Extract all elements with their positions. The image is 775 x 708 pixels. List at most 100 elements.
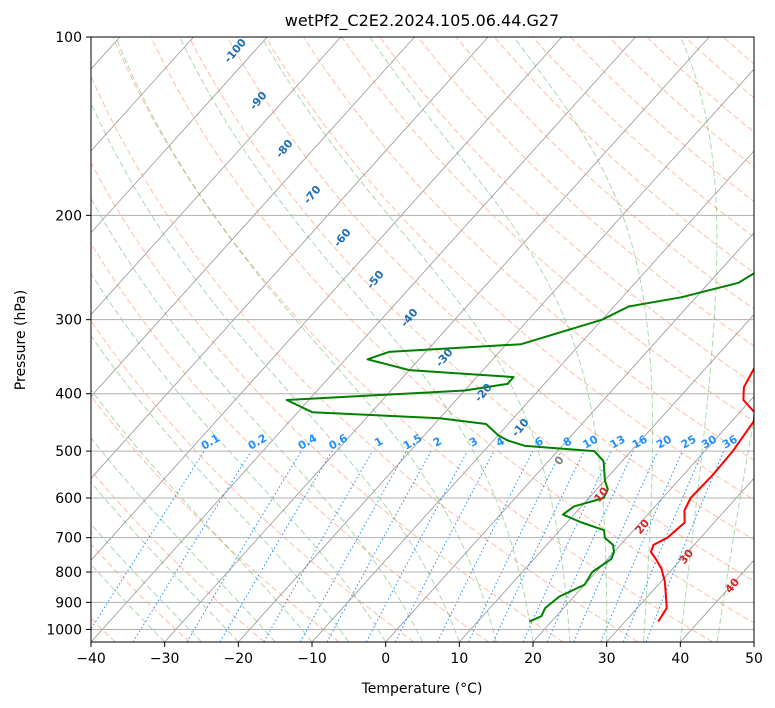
mixing-ratio-line: [546, 450, 634, 642]
isotherm-line: [753, 641, 754, 642]
y-tick-label: 400: [55, 387, 82, 403]
moist-adiabat-line: [91, 102, 460, 642]
mixing-ratio-line: [299, 450, 407, 642]
x-axis-label: Temperature (°C): [361, 681, 483, 697]
isotherm-line: [91, 37, 342, 316]
y-tick-label: 300: [55, 313, 82, 329]
moist-adiabat-line: [91, 523, 202, 642]
x-tick-label: 30: [598, 651, 616, 667]
isotherm-line: [91, 37, 489, 479]
chart-title: wetPf2_C2E2.2024.105.06.44.G27: [285, 11, 559, 31]
isotherm-line: [91, 37, 194, 152]
dewpoint-profile-line: [285, 272, 754, 623]
mixing-ratio-label: 4: [494, 434, 507, 449]
moist-adiabat-line: [91, 197, 423, 642]
pressure-gridlines: [91, 37, 754, 630]
dry-adiabat-label: 40: [722, 575, 742, 595]
isotherm-line: [679, 559, 754, 642]
moist-adiabat-line: [179, 37, 534, 642]
x-tick-label: 20: [524, 651, 542, 667]
mixing-ratio-line: [186, 450, 302, 642]
dry-adiabat-line: [532, 37, 754, 238]
dry-adiabat-line: [91, 395, 340, 642]
moist-adiabat-line: [513, 37, 654, 642]
isotherm-line: [237, 68, 754, 642]
y-tick-label: 800: [55, 565, 82, 581]
dry-adiabat-line: [646, 37, 754, 133]
dry-adiabat-line: [684, 37, 754, 99]
mixing-ratio-line: [263, 450, 374, 642]
y-axis-label: Pressure (hPa): [13, 290, 29, 390]
dry-adiabat-line: [91, 469, 265, 642]
dry-adiabat-label: -20: [472, 381, 495, 405]
dry-adiabat-line: [91, 75, 639, 642]
mixing-ratio-label: 0.6: [327, 431, 351, 452]
mixing-ratio-label: 25: [679, 433, 699, 452]
mixing-ratio-line: [622, 450, 704, 642]
mixing-ratio-line: [600, 450, 683, 642]
mixing-ratio-label: 3: [467, 435, 480, 450]
isotherm-line: [91, 37, 563, 561]
mixing-ratio-label: 0.2: [246, 432, 269, 453]
isotherm-line: [385, 232, 754, 642]
dry-adiabat-label: 30: [676, 546, 696, 566]
mixing-ratio-label: 0.1: [199, 432, 222, 453]
dry-adiabat-label: -90: [247, 89, 270, 113]
isotherm-line: [532, 395, 754, 642]
dry-adiabat-line: [150, 37, 754, 624]
dry-adiabat-line: [303, 37, 754, 461]
dry-adiabat-line: [91, 320, 415, 642]
dry-adiabat-label: -70: [301, 183, 324, 207]
x-tick-label: −20: [224, 651, 254, 667]
dry-adiabat-line: [188, 37, 754, 582]
dry-adiabat-label: -50: [364, 268, 387, 292]
dry-adiabat-line: [112, 37, 713, 642]
x-tick-label: 10: [450, 651, 468, 667]
isotherm-line: [606, 477, 754, 642]
y-axis-ticks: 100 200 300 400 500 600 700 800 900 1000: [46, 30, 91, 638]
y-tick-label: 100: [55, 30, 82, 46]
dry-adiabat-line: [226, 37, 754, 541]
mixing-ratio-label: 36: [720, 432, 740, 451]
dry-adiabat-line: [91, 161, 564, 642]
mixing-ratio-label: 1.5: [401, 432, 424, 453]
y-tick-label: 700: [55, 531, 82, 547]
mixing-ratio-line: [91, 450, 205, 630]
dry-adiabat-line: [265, 37, 754, 501]
mixing-ratio-line: [326, 450, 432, 642]
dry-adiabat-line: [455, 37, 754, 310]
mixing-ratio-line: [468, 450, 562, 642]
mixing-ratio-label: 1: [372, 435, 385, 450]
background-lines: [91, 37, 775, 642]
moist-adiabat-line: [91, 272, 387, 642]
moist-adiabat-line: [91, 334, 350, 642]
moist-adiabat-line: [91, 437, 276, 642]
dry-adiabat-line: [762, 37, 775, 642]
x-tick-label: −10: [297, 651, 327, 667]
isotherm-line: [91, 37, 268, 234]
mixing-ratio-line: [365, 450, 468, 642]
y-tick-label: 200: [55, 208, 82, 224]
y-tick-label: 600: [55, 491, 82, 507]
y-tick-label: 900: [55, 595, 82, 611]
dry-adiabat-label: -40: [398, 306, 421, 330]
moist-adiabat-line: [716, 415, 754, 642]
mixing-ratio-line: [132, 450, 252, 642]
x-tick-label: 0: [381, 651, 390, 667]
mixing-ratio-label: 2: [431, 435, 444, 450]
dry-adiabat-line: [379, 37, 754, 385]
mixing-ratio-line: [573, 450, 659, 642]
temperature-profile-line: [649, 366, 754, 623]
isoline-labels: -100-90-80-70-60-50-40-30-20-10010203040…: [199, 36, 743, 596]
mixing-ratio-line: [492, 450, 585, 642]
moist-adiabat-line: [91, 481, 239, 642]
y-tick-label: 1000: [46, 622, 82, 638]
moist-adiabat-line: [91, 563, 166, 642]
isotherm-line: [458, 313, 754, 642]
plot-frame: [90, 36, 755, 643]
x-tick-label: 50: [745, 651, 763, 667]
dry-adiabat-line: [341, 37, 754, 423]
x-tick-label: 40: [671, 651, 689, 667]
moist-adiabat-line: [115, 37, 497, 642]
